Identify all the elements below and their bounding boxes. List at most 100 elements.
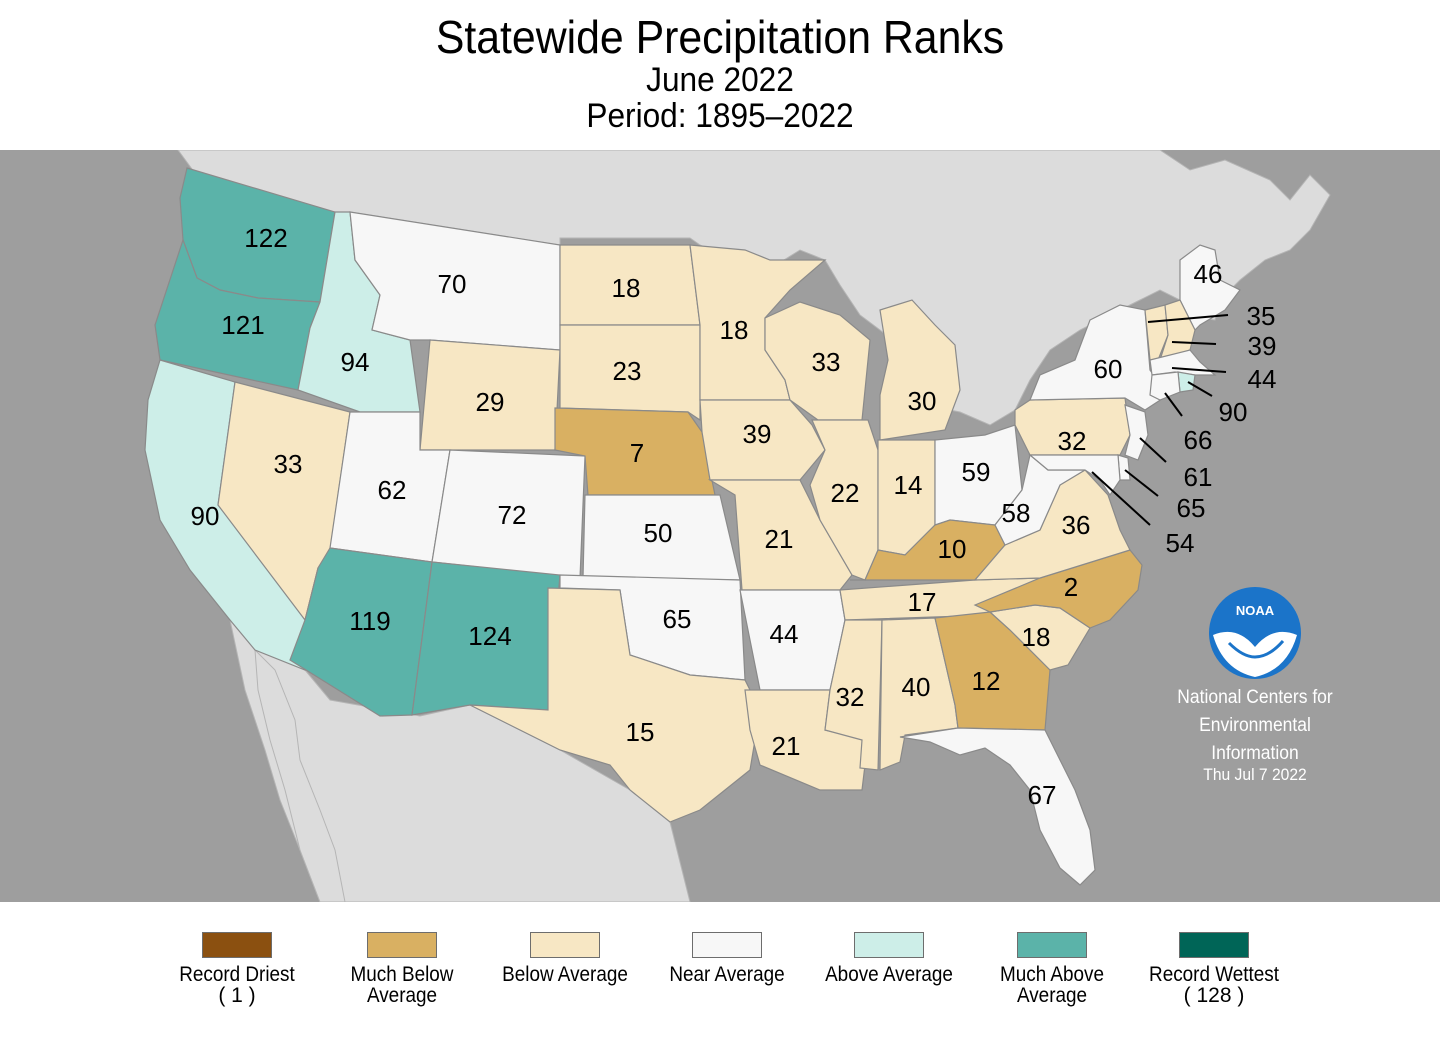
map-subtitle: June 2022 [646,61,794,99]
legend-label: Much Above Average [999,963,1105,1007]
map-title: Statewide Precipitation Ranks [435,11,1005,63]
leader-lines [1091,314,1229,526]
rank-label-pa: 32 [1058,426,1087,456]
leader-line-nh [1171,341,1217,345]
rank-label-mn: 18 [720,315,749,345]
legend-note: ( 128 ) [1183,984,1245,1007]
rank-label-mi: 30 [908,386,937,416]
leader-line-md [1091,471,1151,526]
rank-label-mt: 70 [438,269,467,299]
rank-label-nv: 33 [274,449,303,479]
rank-label-id: 94 [341,347,370,377]
rank-label-tn: 17 [908,587,937,617]
rank-label-ky: 10 [938,534,967,564]
rank-label-ut: 62 [378,475,407,505]
state-vermont [1144,304,1169,361]
legend-item-record-driest: Record Driest ( 1 ) [162,932,312,1006]
legend-item-above: Above Average [814,932,964,985]
credit-line-2: Environmental [1199,715,1311,736]
rank-label-tx: 15 [626,717,655,747]
legend-swatch-near [692,932,762,958]
baja-land [254,648,346,902]
state-iowa [699,399,826,481]
state-texas [469,587,761,823]
state-rhode-island [1177,371,1196,393]
rank-label-md: 54 [1166,528,1195,558]
noaa-credit: NOAA National Centers for Environmental … [1150,585,1360,785]
leader-line-ri [1187,381,1213,397]
map-header: Statewide Precipitation Ranks June 2022 … [0,0,1440,150]
rank-label-nd: 18 [612,273,641,303]
legend-item-much-below: Much Below Average [327,932,477,1006]
rank-label-vt: 35 [1247,301,1276,331]
legend-label: Near Average [669,963,785,986]
legend-label: Record Driest [179,963,295,986]
rank-label-nc: 2 [1064,572,1078,602]
rank-label-al: 40 [902,672,931,702]
rank-label-oh: 59 [962,457,991,487]
rank-label-wv: 58 [1002,498,1031,528]
rank-label-ca: 90 [191,501,220,531]
credit-date: Thu Jul 7 2022 [1203,765,1307,784]
rank-label-ga: 12 [972,666,1001,696]
rank-label-de: 65 [1177,493,1206,523]
rank-label-ks: 50 [644,518,673,548]
canada-land [177,150,1331,426]
rank-label-me: 46 [1194,259,1223,289]
credit-line-1: National Centers for [1177,687,1333,708]
leader-line-de [1124,469,1159,497]
rank-label-co: 72 [498,500,527,530]
leader-line-nj [1139,437,1167,463]
rank-label-fl: 67 [1028,780,1057,810]
leader-line-vt [1147,314,1229,323]
legend-label: Much Below Average [350,963,454,1007]
rank-label-ny: 60 [1094,354,1123,384]
state-illinois [809,419,879,581]
rank-label-ri: 90 [1219,397,1248,427]
noaa-logo-text: NOAA [1236,603,1275,618]
rank-label-nm: 124 [468,621,511,651]
legend-item-below: Below Average [490,932,640,985]
rank-label-ct: 66 [1184,425,1213,455]
rank-label-in: 14 [894,470,923,500]
legend-label: Record Wettest [1149,963,1279,986]
rank-label-mo: 21 [765,524,794,554]
legend-item-record-wettest: Record Wettest ( 128 ) [1139,932,1289,1006]
rank-label-ms: 32 [836,682,865,712]
rank-label-wi: 33 [812,347,841,377]
legend-item-near: Near Average [652,932,802,985]
map-period: Period: 1895–2022 [586,97,854,135]
rank-label-or: 121 [221,310,264,340]
state-connecticut [1149,371,1181,401]
legend-swatch-record-driest [202,932,272,958]
legend-note: ( 1 ) [218,984,256,1007]
legend-swatch-above [854,932,924,958]
rank-label-wy: 29 [476,387,505,417]
legend-swatch-much-below [367,932,437,958]
rank-label-il: 22 [831,478,860,508]
legend-swatch-record-wettest [1179,932,1249,958]
legend: Record Driest ( 1 ) Much Below Average B… [0,902,1440,1052]
noaa-logo-icon: NOAA [1209,587,1301,679]
state-michigan [879,299,961,441]
rank-label-sd: 23 [613,356,642,386]
rank-label-va: 36 [1062,510,1091,540]
credit-line-3: Information [1211,743,1299,764]
state-south-dakota [559,324,701,422]
leader-line-ma [1171,367,1227,373]
legend-item-much-above: Much Above Average [977,932,1127,1006]
rank-label-nh: 39 [1248,331,1277,361]
rank-label-ia: 39 [743,419,772,449]
legend-label: Above Average [825,963,953,986]
rank-label-ne: 7 [630,438,644,468]
state-maryland [1028,454,1121,497]
rank-label-la: 21 [772,731,801,761]
leader-line-ct [1164,392,1183,417]
states-layer [144,167,1241,886]
rank-label-ok: 65 [663,604,692,634]
state-florida [899,727,1096,886]
rank-label-ma: 44 [1248,364,1277,394]
legend-swatch-much-above [1017,932,1087,958]
